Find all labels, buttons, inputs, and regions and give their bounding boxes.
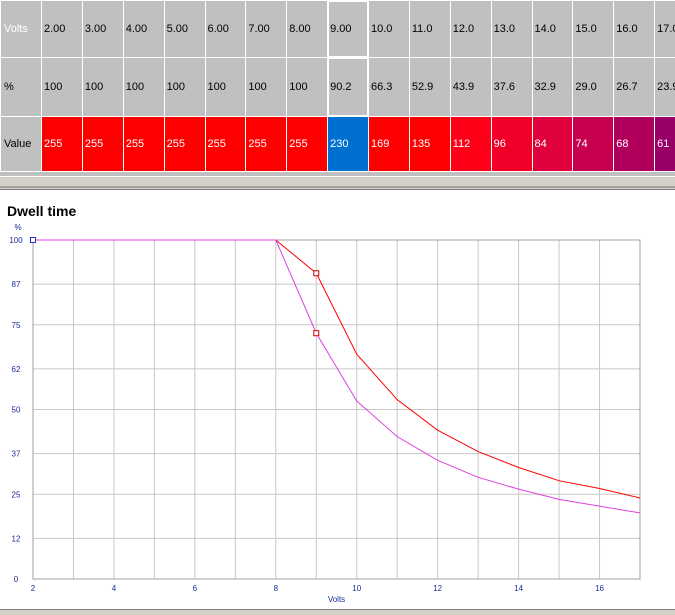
x-tick-label: 14 [514,584,523,593]
row-value: Value 255 255 255 255 255 255 255 230 169 135 112 9… [0,116,675,172]
y-tick-label: 50 [12,406,21,415]
data-table-panel: Volts 2.00 3.00 4.00 5.00 6.00 7.00 8.00 9.00 10… [0,0,675,176]
percent-cell[interactable]: 100 [163,57,206,117]
value-cell[interactable]: 112 [449,116,492,172]
value-cell[interactable]: 61 [654,116,675,172]
value-cell[interactable]: 169 [368,116,410,172]
y-axis-ticks: 0 12 25 37 50 62 75 87 100 [9,236,23,584]
x-axis-ticks: 2 4 6 8 10 12 14 16 [31,584,605,593]
percent-cell[interactable]: 100 [286,57,329,117]
y-tick-label: 37 [12,450,21,459]
volts-cell[interactable]: 12.0 [449,0,492,58]
x-tick-label: 10 [352,584,361,593]
value-cell[interactable]: 255 [81,116,124,172]
volts-cell[interactable]: 13.0 [490,0,533,58]
row-header-volts: Volts [0,0,42,58]
y-tick-label: 62 [12,365,21,374]
percent-cell[interactable]: 37.6 [490,57,533,117]
x-axis-label: Volts [328,595,345,604]
chart-markers [30,237,320,337]
percent-cell[interactable]: 100 [245,57,288,117]
percent-cell[interactable]: 100 [41,57,83,117]
value-cell[interactable]: 255 [245,116,288,172]
percent-cell[interactable]: 52.9 [408,57,451,117]
value-cell[interactable]: 84 [531,116,574,172]
volts-cell[interactable]: 8.00 [286,0,329,58]
percent-cell[interactable]: 23.9 [654,57,675,117]
volts-cell[interactable]: 17.0 [654,0,675,58]
percent-cell[interactable]: 90.2 [327,57,369,117]
percent-cell[interactable]: 100 [122,57,165,117]
y-tick-label: 87 [12,280,21,289]
x-tick-label: 16 [595,584,604,593]
value-cell[interactable]: 96 [490,116,533,172]
chart-grid [32,239,641,580]
volts-cell[interactable]: 7.00 [245,0,288,58]
value-cell[interactable]: 135 [408,116,451,172]
x-tick-label: 2 [31,584,36,593]
volts-cell[interactable]: 3.00 [81,0,124,58]
value-cell[interactable]: 255 [204,116,247,172]
volts-cell[interactable]: 9.00 [327,0,369,58]
percent-cell[interactable]: 26.7 [613,57,656,117]
volts-cell[interactable]: 6.00 [204,0,247,58]
value-cell[interactable]: 255 [163,116,206,172]
value-cell[interactable]: 68 [613,116,656,172]
percent-cell[interactable]: 100 [204,57,247,117]
y-tick-label: 0 [14,575,19,584]
y-tick-label: 12 [12,534,21,543]
plot-area-border [32,239,641,580]
x-tick-label: 6 [193,584,198,593]
data-table: Volts 2.00 3.00 4.00 5.00 6.00 7.00 8.00 9.00 10… [0,0,675,172]
volts-cell[interactable]: 11.0 [408,0,451,58]
x-tick-label: 4 [112,584,117,593]
y-axis-label: % [14,223,21,232]
x-tick-label: 8 [274,584,279,593]
percent-cell[interactable]: 29.0 [572,57,615,117]
chart-series [33,239,641,514]
row-percent: % 100 100 100 100 100 100 100 90.2 66.3 52.9 43.9 3… [0,57,675,117]
value-cell[interactable]: 255 [41,116,83,172]
series-line [33,239,641,514]
percent-cell[interactable]: 100 [81,57,124,117]
volts-cell[interactable]: 14.0 [531,0,574,58]
percent-cell[interactable]: 66.3 [368,57,410,117]
y-tick-label: 25 [12,490,21,499]
volts-cell[interactable]: 10.0 [368,0,410,58]
chart-title: Dwell time [7,203,77,219]
value-cell[interactable]: 255 [286,116,329,172]
volts-cell[interactable]: 16.0 [613,0,656,58]
panel-splitter[interactable] [0,176,675,190]
volts-cell[interactable]: 4.00 [122,0,165,58]
percent-cell[interactable]: 43.9 [449,57,492,117]
data-point-handle[interactable] [30,237,36,243]
value-cell[interactable]: 230 [327,116,369,172]
volts-cell[interactable]: 2.00 [41,0,83,58]
y-tick-label: 75 [12,321,21,330]
row-volts: Volts 2.00 3.00 4.00 5.00 6.00 7.00 8.00 9.00 10… [0,0,675,58]
x-tick-label: 12 [433,584,442,593]
percent-cell[interactable]: 32.9 [531,57,574,117]
volts-cell[interactable]: 15.0 [572,0,615,58]
volts-cell[interactable]: 5.00 [163,0,206,58]
dwell-time-chart: 0 12 25 37 50 62 75 87 100 2 4 6 8 10 12 14 16 % Volts [9,223,641,604]
y-tick-label: 100 [9,236,23,245]
value-cell[interactable]: 74 [572,116,615,172]
row-header-value: Value [0,116,42,172]
row-header-percent: % [0,57,42,117]
data-point-handle[interactable] [313,270,320,277]
data-point-handle[interactable] [313,330,320,337]
bottom-border [0,609,675,615]
value-cell[interactable]: 255 [122,116,165,172]
